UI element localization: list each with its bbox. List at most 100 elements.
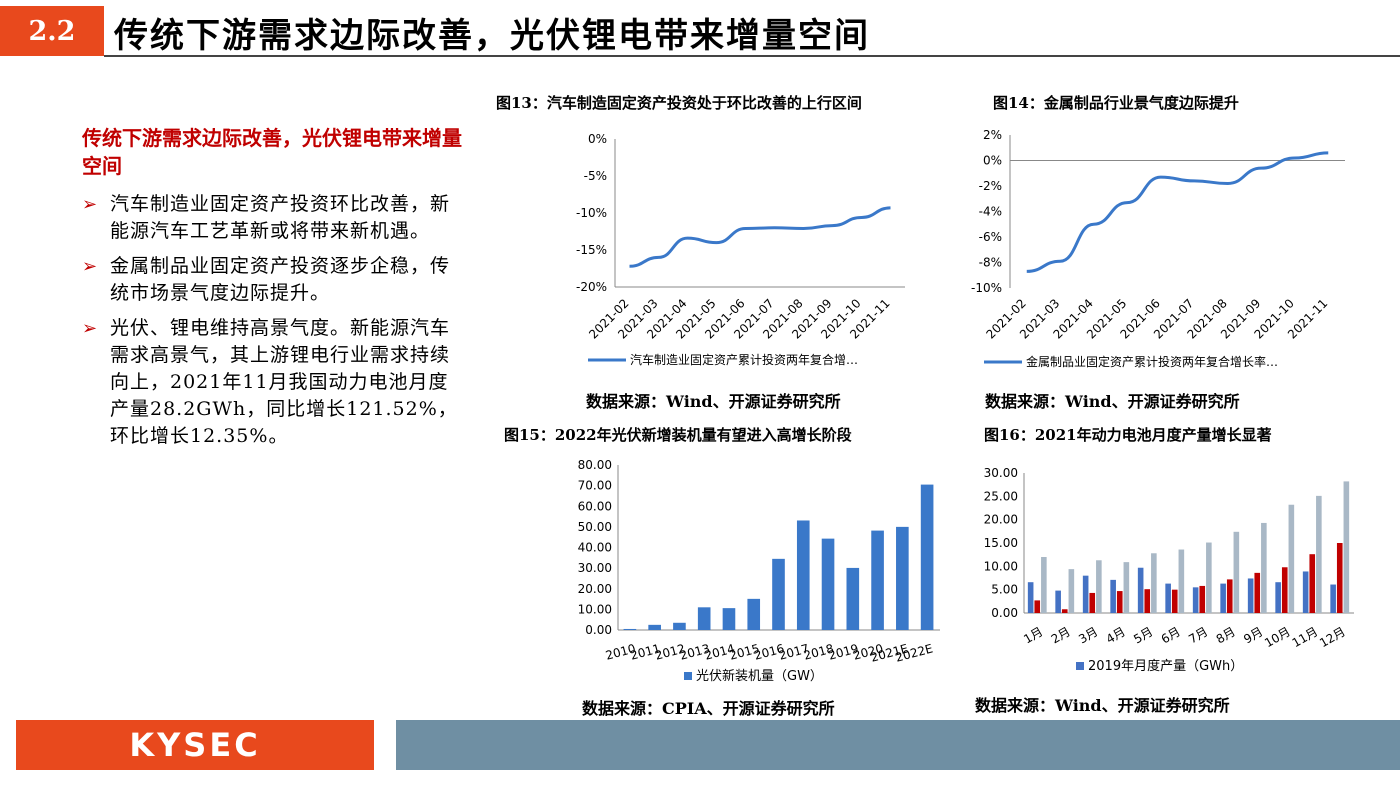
bar <box>1281 567 1288 613</box>
bar <box>1041 557 1047 613</box>
bar <box>796 520 810 630</box>
bar <box>1330 584 1336 613</box>
header-divider <box>104 55 1400 57</box>
footer-band <box>396 720 1400 770</box>
bar <box>1055 590 1061 613</box>
y-tick-label: 40.00 <box>578 541 612 555</box>
y-tick-label: 0% <box>983 154 1002 168</box>
bar <box>1171 589 1178 613</box>
bar <box>1247 578 1254 613</box>
bar <box>1151 553 1157 613</box>
x-tick-label: 11月 <box>1290 624 1321 650</box>
legend-label: 光伏新装机量（GW） <box>696 668 823 684</box>
fig16-source: 数据来源：Wind、开源证券研究所 <box>975 696 1230 715</box>
bullet-text: 金属制品业固定资产投资逐步企稳，传统市场景气度边际提升。 <box>110 255 451 304</box>
bar <box>1061 609 1068 613</box>
series-line <box>1026 151 1329 273</box>
y-tick-label: 0% <box>588 132 607 146</box>
legend-label: 金属制品业固定资产累计投资两年复合增长率… <box>1026 354 1278 369</box>
bar <box>1165 583 1171 613</box>
bar <box>747 598 761 630</box>
bar <box>846 567 860 630</box>
bar <box>1089 592 1096 613</box>
legend-swatch <box>1076 662 1084 670</box>
y-tick-label: 50.00 <box>578 520 612 534</box>
bar <box>673 622 686 630</box>
x-tick-label: 10月 <box>1262 624 1293 650</box>
bar <box>1034 600 1041 613</box>
bar <box>1110 579 1116 613</box>
y-tick-label: -20% <box>576 280 607 294</box>
bar <box>1275 582 1281 613</box>
legend-swatch <box>684 672 692 680</box>
y-tick-label: 70.00 <box>578 479 612 493</box>
bar <box>697 607 711 630</box>
y-tick-label: -5% <box>584 169 607 183</box>
y-tick-label: -8% <box>979 256 1002 270</box>
bar <box>1096 560 1102 613</box>
x-tick-label: 2月 <box>1049 624 1073 646</box>
bar <box>1123 562 1130 613</box>
bar <box>896 526 909 630</box>
y-tick-label: 25.00 <box>984 489 1018 503</box>
y-tick-label: -4% <box>979 205 1002 219</box>
footer-logo-bar: KYSEC <box>16 720 374 770</box>
legend-label: 汽车制造业固定资产累计投资两年复合增… <box>630 352 858 367</box>
arrow-bullet-icon: ➢ <box>82 194 99 215</box>
y-tick-label: 80.00 <box>578 458 612 472</box>
x-tick-label: 12月 <box>1317 624 1348 650</box>
bar <box>1116 591 1123 613</box>
fig15-source: 数据来源：CPIA、开源证券研究所 <box>582 699 835 718</box>
bar <box>871 530 884 630</box>
bar <box>1343 481 1350 613</box>
bar <box>1144 589 1151 613</box>
y-tick-label: 5.00 <box>991 583 1018 597</box>
bar <box>1309 554 1316 613</box>
x-tick-label: 5月 <box>1131 624 1155 646</box>
fig15-bar-chart: 80.00 70.00 60.00 50.00 40.00 30.00 20.00 10.00… <box>578 458 940 684</box>
list-item: ➢ 光伏、锂电维持高景气度。新能源汽车需求高景气，其上游锂电行业需求持续向上，20… <box>82 315 462 450</box>
y-tick-label: 15.00 <box>984 536 1018 550</box>
bar <box>1027 582 1034 613</box>
bullet-text: 光伏、锂电维持高景气度。新能源汽车需求高景气，其上游锂电行业需求持续向上，202… <box>110 317 458 447</box>
x-tick-label: 3月 <box>1076 624 1100 646</box>
legend-label: 2019年月度产量（GWh） <box>1088 658 1243 674</box>
y-tick-label: 10.00 <box>578 602 612 616</box>
arrow-bullet-icon: ➢ <box>82 256 99 277</box>
fig16-title: 图16：2021年动力电池月度产量增长显著 <box>984 426 1272 444</box>
bar <box>1199 585 1206 613</box>
x-tick-label: 4月 <box>1104 624 1128 646</box>
section-number: 2.2 <box>0 6 104 56</box>
fig15-title: 图15：2022年光伏新增装机量有望进入高增长阶段 <box>504 426 852 444</box>
fig14-line-chart: 2%0%-2%-4%-6%-8%-10%2021-022021-032021-0… <box>971 128 1345 369</box>
fig13-title: 图13：汽车制造固定资产投资处于环比改善的上行区间 <box>496 94 862 112</box>
list-item: ➢ 金属制品业固定资产投资逐步企稳，传统市场景气度边际提升。 <box>82 253 462 307</box>
bar <box>920 484 934 630</box>
bullet-text: 汽车制造业固定资产投资环比改善，新能源汽车工艺革新或将带来新机遇。 <box>110 193 451 242</box>
left-panel-heading: 传统下游需求边际改善，光伏锂电带来增量空间 <box>82 126 462 178</box>
bar <box>1082 575 1089 613</box>
bar <box>1226 579 1233 613</box>
bar <box>1233 531 1240 613</box>
fig14-title: 图14：金属制品行业景气度边际提升 <box>993 94 1239 112</box>
x-tick-label: 6月 <box>1159 624 1183 646</box>
y-tick-label: -6% <box>979 230 1002 244</box>
y-tick-label: 20.00 <box>578 582 612 596</box>
bar <box>1178 549 1185 613</box>
y-tick-label: -15% <box>576 243 607 257</box>
bar <box>1220 583 1226 613</box>
page-title: 传统下游需求边际改善，光伏锂电带来增量空间 <box>114 16 870 56</box>
bar <box>623 628 637 630</box>
fig13-source: 数据来源：Wind、开源证券研究所 <box>586 392 841 411</box>
y-tick-label: 10.00 <box>984 559 1018 573</box>
bar <box>1316 495 1322 613</box>
bar <box>1261 522 1267 613</box>
bullet-list: ➢ 汽车制造业固定资产投资环比改善，新能源汽车工艺革新或将带来新机遇。 ➢ 金属制品… <box>82 191 462 458</box>
bar <box>1254 572 1261 613</box>
y-tick-label: -10% <box>971 281 1002 295</box>
y-tick-label: 30.00 <box>578 561 612 575</box>
bar <box>1192 587 1199 613</box>
y-tick-label: 0.00 <box>991 606 1018 620</box>
bar <box>821 538 835 630</box>
bar <box>1302 571 1309 613</box>
